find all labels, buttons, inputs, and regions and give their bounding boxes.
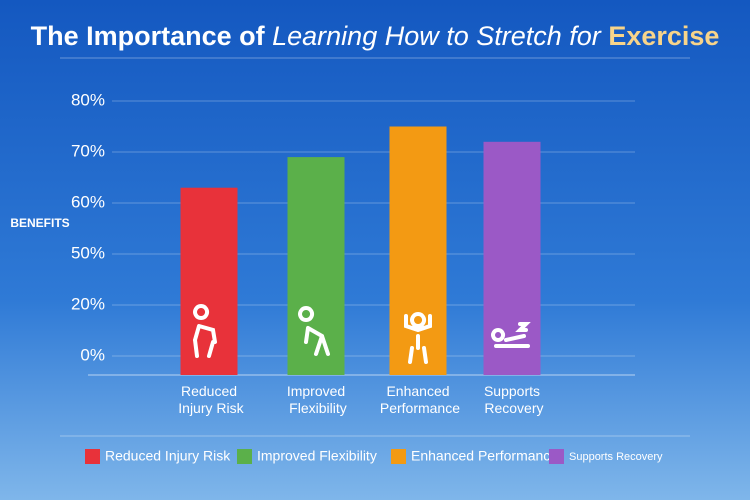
title-part: Learning How to Stretch for: [272, 21, 602, 51]
y-axis-label: BENEFITS: [10, 216, 69, 230]
chart-title: The Importance of Learning How to Stretc…: [31, 21, 720, 51]
bar-icon: [404, 312, 432, 364]
y-tick-label: 60%: [71, 192, 105, 211]
legend-swatch: [549, 449, 564, 464]
legend-swatch: [85, 449, 100, 464]
legend-label: Enhanced Performance: [411, 448, 558, 464]
y-tick-label: 50%: [71, 243, 105, 262]
bar-icon: [298, 306, 330, 356]
y-tick-label: 70%: [71, 141, 105, 160]
bar-icon: [193, 304, 217, 358]
x-tick-label: Reduced Injury Risk: [174, 383, 244, 416]
legend-label: Improved Flexibility: [257, 448, 377, 464]
legend-swatch: [391, 449, 406, 464]
bar-icon: [491, 322, 531, 348]
title-part: Exercise: [608, 21, 719, 51]
bar: [287, 157, 345, 375]
x-tick-label: Enhanced Performance: [376, 383, 460, 416]
legend-swatch: [237, 449, 252, 464]
legend-label: Reduced Injury Risk: [105, 448, 231, 464]
x-tick-label: Supports Recovery: [480, 383, 543, 416]
legend-label: Supports Recovery: [569, 451, 663, 463]
y-tick-label: 20%: [71, 294, 105, 313]
y-tick-label: 80%: [71, 90, 105, 109]
x-tick-label: Improved Flexibility: [285, 383, 346, 416]
y-tick-label: 0%: [80, 345, 105, 364]
bar: [389, 126, 447, 375]
title-part: The Importance of: [31, 21, 266, 51]
bar: [180, 187, 238, 375]
